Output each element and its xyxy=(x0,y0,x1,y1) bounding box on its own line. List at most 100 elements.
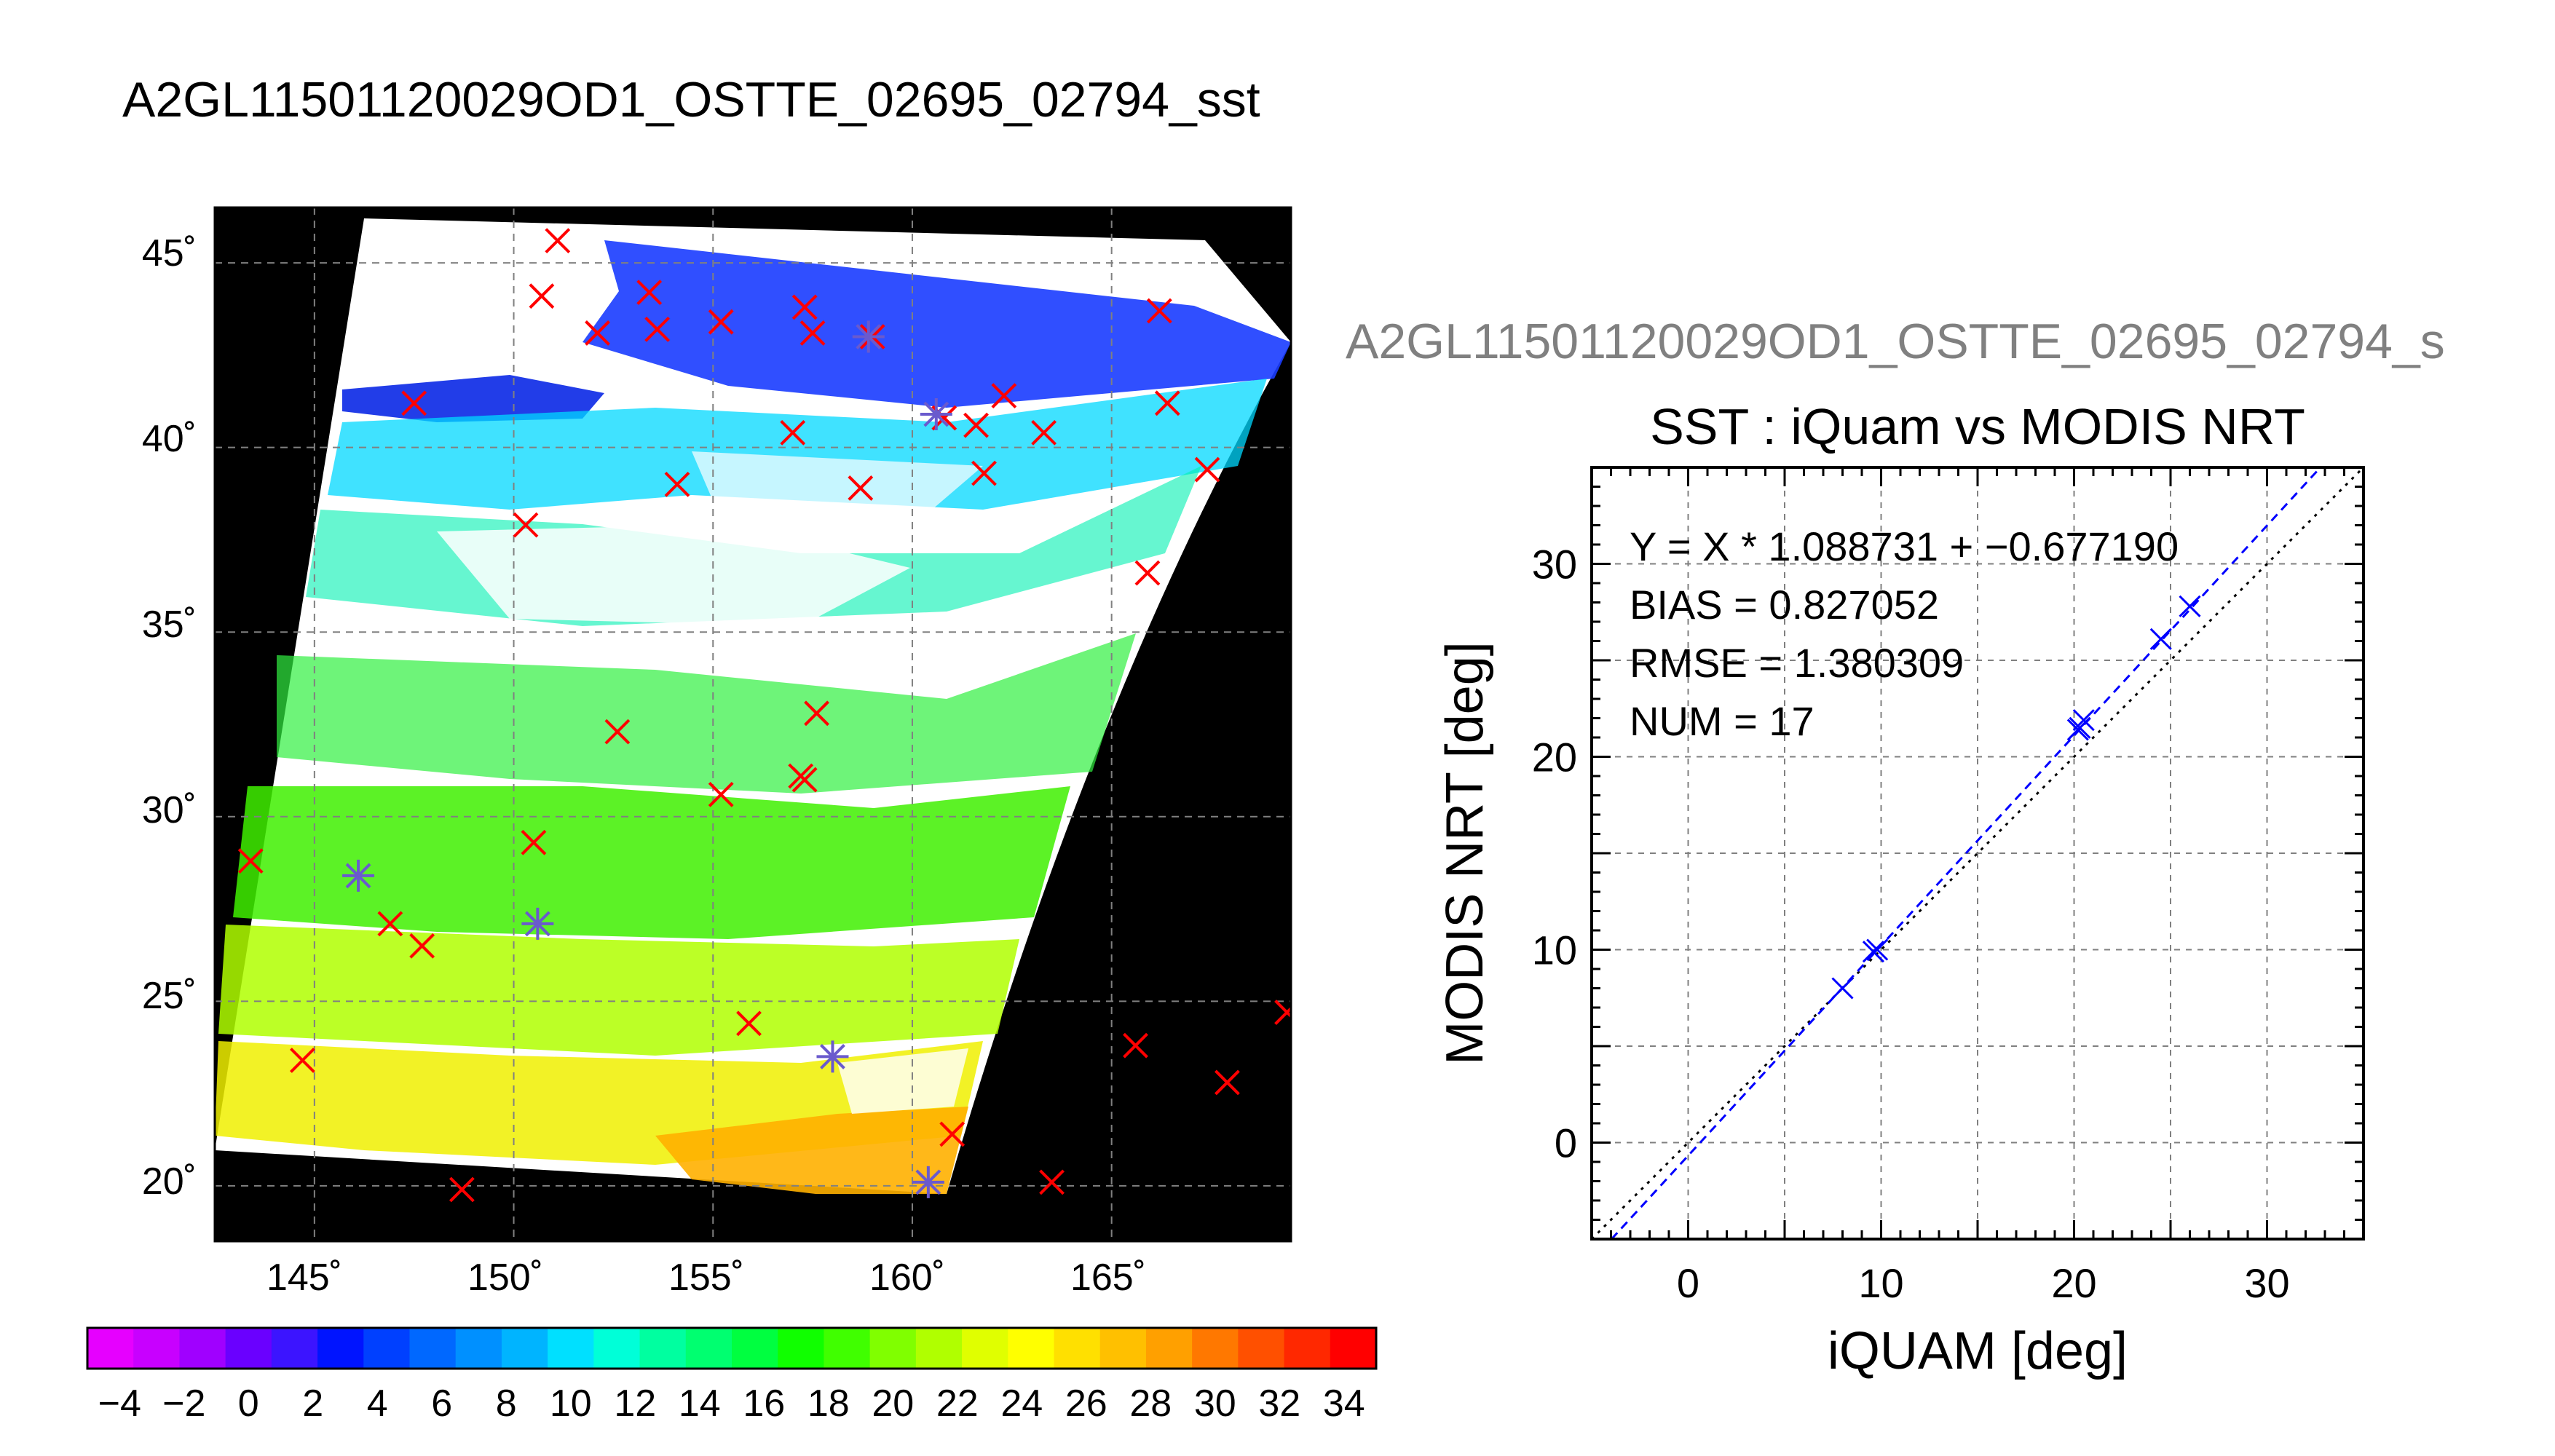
colorbar-tick-label: 16 xyxy=(743,1382,785,1425)
marker-stroke xyxy=(1154,390,1180,416)
one-to-one-line xyxy=(1592,467,2364,1239)
marker-stroke xyxy=(1215,1069,1240,1096)
colorbar-segment xyxy=(1054,1328,1101,1369)
marker-stroke xyxy=(513,512,539,538)
map-match-marker xyxy=(971,460,997,486)
marker-stroke xyxy=(409,933,435,959)
lon-tick-label: 160˚ xyxy=(869,1257,945,1299)
marker-stroke xyxy=(545,228,571,254)
marker-stroke xyxy=(736,1010,762,1037)
scatter-point xyxy=(1831,977,1854,1000)
map-match-marker xyxy=(708,781,734,807)
colorbar-tick-label: 28 xyxy=(1129,1382,1172,1425)
marker-stroke xyxy=(636,280,663,306)
map-star-marker xyxy=(912,1166,944,1198)
scatter-gridlines xyxy=(1592,467,2364,1239)
marker-stroke xyxy=(449,1176,475,1203)
colorbar-segment xyxy=(824,1328,871,1369)
map-match-marker xyxy=(991,383,1017,409)
map-match-marker xyxy=(237,848,264,874)
lon-tick-label: 150˚ xyxy=(467,1257,543,1299)
scatter-frame xyxy=(1590,466,2365,1241)
marker-stroke xyxy=(237,848,264,874)
sst-band-green-south xyxy=(233,786,1070,939)
map-match-marker xyxy=(449,1176,475,1203)
stats-rmse: RMSE = 1.380309 xyxy=(1630,640,1964,686)
marker-stroke xyxy=(791,767,818,793)
marker-stroke xyxy=(529,283,555,309)
colorbar-tick-label: 4 xyxy=(367,1382,388,1425)
colorbar-segment xyxy=(179,1328,226,1369)
colorbar-segment xyxy=(732,1328,778,1369)
map-star-marker xyxy=(342,859,375,892)
lat-tick-label: 35˚ xyxy=(142,604,197,646)
colorbar-segment xyxy=(455,1328,502,1369)
scatter-x-tick-label: 10 xyxy=(1858,1260,1903,1306)
scatter-xlabel: iQUAM [deg] xyxy=(1828,1322,2128,1380)
marker-stroke xyxy=(1862,941,1884,963)
marker-stroke xyxy=(963,412,989,438)
marker-stroke xyxy=(1134,560,1161,586)
map-match-marker xyxy=(1274,1000,1291,1025)
map-match-marker xyxy=(377,911,403,937)
colorbar-segment xyxy=(1238,1328,1285,1369)
colorbar-segment xyxy=(133,1328,180,1369)
colorbar-tick-labels: −4 −2 0 2 4 6 8 10 12 14 16 18 20 22 24 26 28 30 32 34 xyxy=(98,1382,1365,1425)
map-match-marker xyxy=(290,1048,315,1073)
marker-stroke xyxy=(644,316,671,342)
sst-band-cold-north xyxy=(583,240,1291,408)
scatter-point xyxy=(2179,595,2201,617)
colorbar-segment xyxy=(1008,1328,1054,1369)
marker-stroke xyxy=(2072,709,2095,732)
marker-stroke xyxy=(2149,628,2172,650)
map-match-marker xyxy=(585,320,610,346)
scatter-point xyxy=(2069,716,2091,739)
map-match-marker xyxy=(1194,456,1220,483)
colorbar-segment xyxy=(548,1328,594,1369)
colorbar-tick-label: −4 xyxy=(98,1382,141,1425)
colorbar-tick-label: 22 xyxy=(936,1382,979,1425)
map-match-marker xyxy=(791,294,818,320)
marker-stroke xyxy=(290,1048,315,1073)
colorbar-tick-label: 34 xyxy=(1323,1382,1365,1425)
map-match-marker xyxy=(521,829,547,855)
map-match-marker xyxy=(780,419,806,446)
scatter-y-tick-label: 20 xyxy=(1532,735,1577,780)
swath xyxy=(215,218,1291,1194)
marker-stroke xyxy=(804,700,829,727)
scatter-panel xyxy=(1590,466,2365,1241)
scatter-ylabel: MODIS NRT [deg] xyxy=(1436,641,1494,1065)
stats-fit: Y = X * 1.088731 + −0.677190 xyxy=(1630,523,2179,569)
colorbar-tick-label: 12 xyxy=(614,1382,656,1425)
stats-num: NUM = 17 xyxy=(1630,698,1814,744)
map-panel xyxy=(213,206,1292,1243)
colorbar-segment xyxy=(869,1328,917,1369)
lat-tick-label: 45˚ xyxy=(142,232,197,274)
scatter-y-tick-labels: 0 10 20 30 xyxy=(1532,542,1577,1166)
map-match-marker xyxy=(799,320,826,346)
colorbar-tick-label: 26 xyxy=(1065,1382,1107,1425)
map-match-marker xyxy=(804,700,829,727)
marker-stroke xyxy=(708,309,734,335)
colorbar-segment xyxy=(1192,1328,1239,1369)
marker-stroke xyxy=(585,320,610,346)
colorbar-tick-label: 24 xyxy=(1000,1382,1043,1425)
colorbar-segment xyxy=(363,1328,410,1369)
scatter-file-label: A2GL11501120029OD1_OSTTE_02695_02794_s xyxy=(1346,314,2445,369)
map-match-marker xyxy=(708,309,734,335)
cloud-gap-2 xyxy=(692,451,983,510)
marker-stroke xyxy=(1039,1169,1065,1195)
colorbar-tick-label: 30 xyxy=(1194,1382,1236,1425)
map-star-marker xyxy=(852,320,885,353)
colorbar-tick-label: 0 xyxy=(238,1382,259,1425)
colorbar-segment xyxy=(915,1328,963,1369)
marker-stroke xyxy=(521,829,547,855)
map-match-marker xyxy=(636,280,663,306)
colorbar-tick-label: −2 xyxy=(162,1382,205,1425)
colorbar-segment xyxy=(1145,1328,1193,1369)
colorbar-segment xyxy=(271,1328,318,1369)
map-match-marker xyxy=(939,1121,965,1147)
map-match-marker xyxy=(1039,1169,1065,1195)
scatter-point xyxy=(1866,938,1889,961)
colorbar-segment xyxy=(685,1328,732,1369)
